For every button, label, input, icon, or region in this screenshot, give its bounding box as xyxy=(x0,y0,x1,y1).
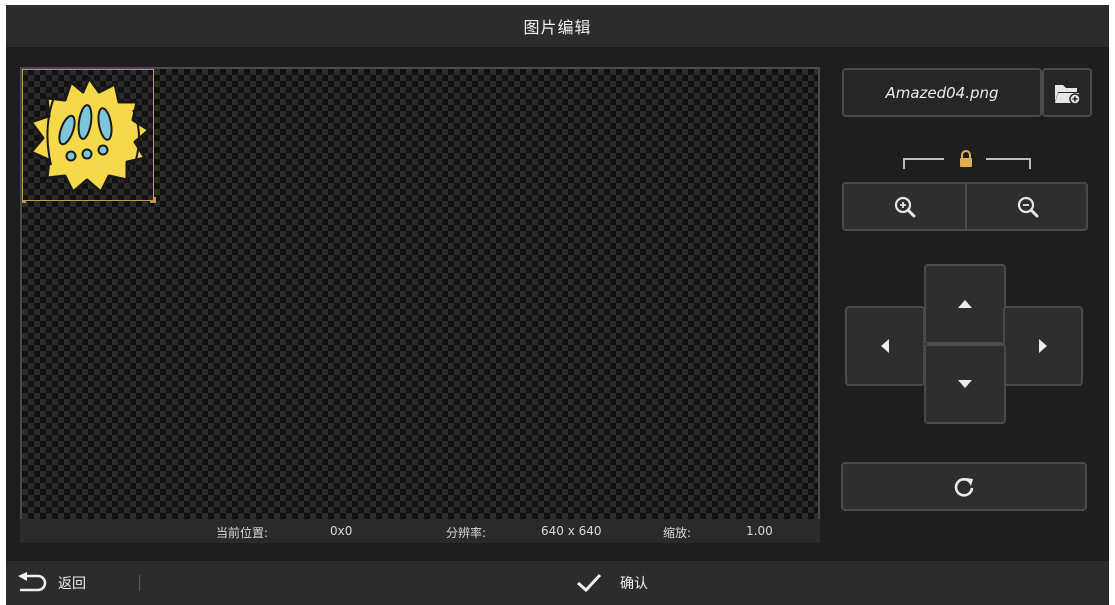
lock-icon xyxy=(960,150,972,167)
window-title: 图片编辑 xyxy=(523,18,592,37)
zoom-controls xyxy=(842,182,1088,231)
zoom-in-button[interactable] xyxy=(844,184,965,229)
move-up-button[interactable] xyxy=(924,264,1006,344)
open-file-button[interactable] xyxy=(1042,68,1092,117)
edit-canvas[interactable] xyxy=(20,67,820,521)
aspect-lock[interactable] xyxy=(902,147,1032,171)
confirm-button[interactable]: 确认 xyxy=(576,569,648,597)
zoom-out-button[interactable] xyxy=(967,184,1088,229)
check-icon xyxy=(577,573,602,593)
move-down-button[interactable] xyxy=(924,344,1006,424)
scale-value: 1.00 xyxy=(746,524,773,538)
arrow-right-icon xyxy=(1039,339,1047,353)
move-left-button[interactable] xyxy=(845,306,925,386)
title-bar: 图片编辑 xyxy=(6,5,1109,47)
back-arrow-icon xyxy=(18,572,47,592)
position-value: 0x0 xyxy=(330,524,353,538)
back-label: 返回 xyxy=(58,576,86,592)
zoom-in-icon xyxy=(894,196,915,217)
file-name-field[interactable]: Amazed04.png xyxy=(842,68,1042,117)
resolution-label: 分辨率: xyxy=(446,526,487,540)
reset-button[interactable] xyxy=(841,462,1087,511)
zoom-divider xyxy=(965,184,967,229)
refresh-icon xyxy=(954,477,974,497)
bottom-divider xyxy=(139,575,140,591)
move-right-button[interactable] xyxy=(1003,306,1083,386)
status-bar: 当前位置: 0x0 分辨率: 640 x 640 缩放: 1.00 xyxy=(20,519,820,543)
folder-add-icon xyxy=(1055,84,1081,105)
sticker-image xyxy=(29,76,151,194)
confirm-label: 确认 xyxy=(620,576,648,592)
arrow-up-icon xyxy=(958,300,972,308)
image-editor-window: 图片编辑 当前位置: 0x0 分辨率: 640 x 640 缩放: 1.00 xyxy=(6,5,1109,605)
resize-handle-bottom-left[interactable] xyxy=(22,197,26,203)
image-layer[interactable] xyxy=(22,69,156,203)
resize-handle-bottom-right[interactable] xyxy=(150,197,156,203)
back-button[interactable]: 返回 xyxy=(16,569,86,597)
position-label: 当前位置: xyxy=(216,526,269,540)
bottom-bar: 返回 确认 xyxy=(6,561,1109,605)
arrow-down-icon xyxy=(958,380,972,388)
scale-label: 缩放: xyxy=(663,526,692,540)
file-name: Amazed04.png xyxy=(885,83,999,102)
zoom-out-icon xyxy=(1017,196,1038,217)
resolution-value: 640 x 640 xyxy=(541,524,602,538)
arrow-left-icon xyxy=(881,339,889,353)
